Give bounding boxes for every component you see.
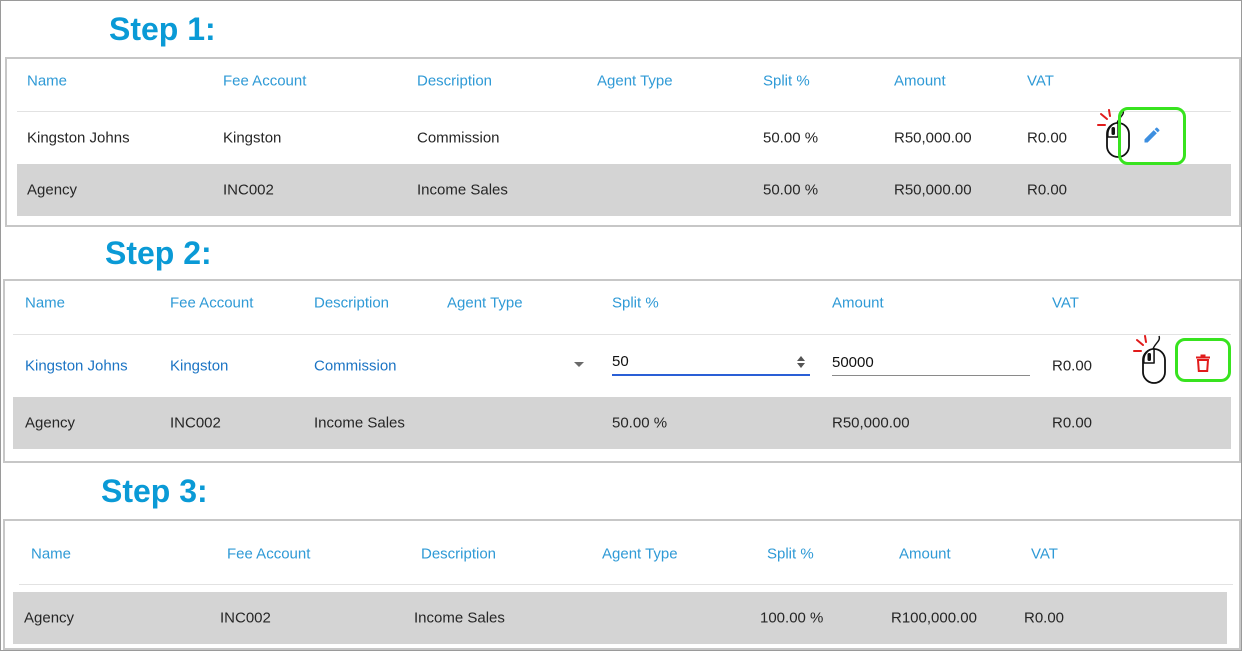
- table-row[interactable]: Agency INC002 Income Sales 50.00 % R50,0…: [13, 397, 1231, 449]
- cell-description: Income Sales: [314, 414, 405, 432]
- spinner-arrows-icon[interactable]: [796, 355, 806, 369]
- cell-split: 50.00 %: [612, 414, 668, 432]
- cell-fee-account: INC002: [223, 181, 274, 199]
- column-header-amount: Amount: [832, 294, 884, 312]
- step-3-title: Step 3:: [101, 473, 208, 509]
- column-header-description: Description: [421, 545, 497, 563]
- table-row[interactable]: Kingston Johns Kingston Commission 50.00…: [17, 112, 1231, 164]
- column-header-split: Split %: [767, 545, 814, 563]
- step-1-title: Step 1:: [109, 11, 216, 47]
- edit-pencil-icon[interactable]: [1142, 125, 1162, 145]
- cell-vat: R0.00: [1027, 129, 1068, 147]
- header-divider: [19, 584, 1233, 585]
- delete-trash-icon[interactable]: [1195, 354, 1211, 372]
- cell-amount: R50,000.00: [894, 129, 972, 147]
- column-header-vat: VAT: [1027, 72, 1054, 90]
- column-header-vat: VAT: [1031, 545, 1058, 563]
- column-header-vat: VAT: [1052, 294, 1079, 312]
- header-divider: [17, 111, 1231, 112]
- cell-vat: R0.00: [1027, 181, 1068, 199]
- step-2-title: Step 2:: [105, 235, 212, 271]
- cell-description: Income Sales: [417, 181, 508, 199]
- step-2-panel: Name Fee Account Description Agent Type …: [3, 279, 1241, 463]
- column-header-name: Name: [25, 294, 66, 312]
- cell-name: Kingston Johns: [25, 357, 128, 375]
- step-3-panel: Name Fee Account Description Agent Type …: [3, 519, 1241, 650]
- cell-vat: R0.00: [1052, 414, 1093, 432]
- column-header-agent-type: Agent Type: [602, 545, 678, 563]
- cell-name: Agency: [25, 414, 76, 432]
- split-percent-input[interactable]: [612, 352, 810, 376]
- cell-vat: R0.00: [1024, 609, 1065, 627]
- amount-input[interactable]: [832, 352, 1030, 376]
- column-header-description: Description: [314, 294, 390, 312]
- table-row[interactable]: Agency INC002 Income Sales 100.00 % R100…: [13, 592, 1227, 644]
- cell-amount: R50,000.00: [894, 181, 972, 199]
- cell-fee-account: INC002: [220, 609, 271, 627]
- cell-fee-account: INC002: [170, 414, 221, 432]
- column-header-split: Split %: [612, 294, 659, 312]
- cell-split: 50.00 %: [763, 129, 819, 147]
- cell-name: Agency: [24, 609, 75, 627]
- cell-amount: R100,000.00: [891, 609, 977, 627]
- cell-description: Commission: [417, 129, 500, 147]
- step-1-panel: Name Fee Account Description Agent Type …: [5, 57, 1241, 227]
- cell-split: 100.00 %: [760, 609, 824, 627]
- column-header-name: Name: [27, 72, 68, 90]
- cell-vat: R0.00: [1052, 357, 1093, 375]
- cell-name: Agency: [27, 181, 78, 199]
- column-header-fee-account: Fee Account: [227, 545, 311, 563]
- column-header-fee-account: Fee Account: [170, 294, 254, 312]
- column-header-fee-account: Fee Account: [223, 72, 307, 90]
- cell-split: 50.00 %: [763, 181, 819, 199]
- column-header-description: Description: [417, 72, 493, 90]
- column-header-amount: Amount: [894, 72, 946, 90]
- edit-button-highlight: [1118, 107, 1186, 165]
- header-divider: [13, 334, 1231, 335]
- table-row-editing[interactable]: Kingston Johns Kingston Commission R0.00: [13, 335, 1231, 397]
- dropdown-arrow-icon[interactable]: [573, 361, 585, 369]
- column-header-amount: Amount: [899, 545, 951, 563]
- cell-description: Commission: [314, 357, 397, 375]
- delete-button-highlight: [1175, 338, 1231, 382]
- column-header-agent-type: Agent Type: [597, 72, 673, 90]
- column-header-name: Name: [31, 545, 72, 563]
- column-header-agent-type: Agent Type: [447, 294, 523, 312]
- table-row[interactable]: Agency INC002 Income Sales 50.00 % R50,0…: [17, 164, 1231, 216]
- cell-amount: R50,000.00: [832, 414, 910, 432]
- cell-description: Income Sales: [414, 609, 505, 627]
- cell-fee-account: Kingston: [170, 357, 229, 375]
- column-header-split: Split %: [763, 72, 810, 90]
- cell-fee-account: Kingston: [223, 129, 282, 147]
- cell-name: Kingston Johns: [27, 129, 130, 147]
- mouse-click-icon: [1133, 335, 1166, 384]
